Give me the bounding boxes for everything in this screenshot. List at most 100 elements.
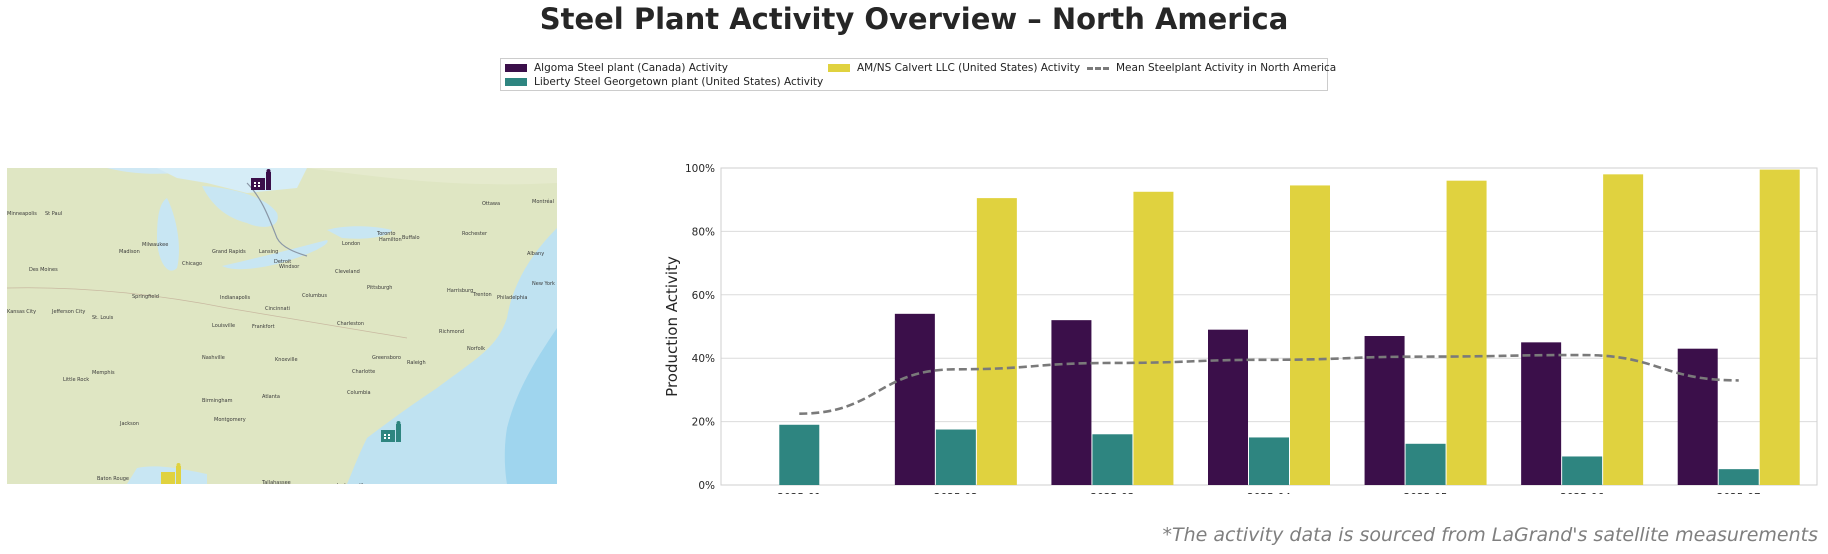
map-city-label: Columbus: [302, 293, 327, 299]
legend-item-algoma: Algoma Steel plant (Canada) Activity: [505, 62, 728, 74]
map-city-label: Richmond: [439, 329, 464, 335]
legend-swatch-algoma: [505, 64, 527, 72]
bar-amns: [976, 198, 1017, 486]
map-city-label: Minneapolis: [7, 211, 37, 217]
map-river: [246, 182, 308, 257]
mean-activity-line: [799, 353, 1739, 415]
map-city-label: Baton Rouge: [97, 476, 129, 482]
bar-liberty: [1092, 434, 1133, 485]
page-title: Steel Plant Activity Overview – North Am…: [539, 2, 1289, 36]
y-tick-label: 60%: [692, 290, 715, 302]
map-city-label: Birmingham: [202, 398, 233, 404]
map-city-label: Louisville: [212, 323, 235, 329]
x-tick-label: 2025-04: [1247, 492, 1291, 494]
legend-swatch-amns: [828, 64, 850, 72]
bar-algoma: [1677, 348, 1718, 485]
bar-algoma: [1051, 320, 1092, 485]
map-city-label: London: [342, 241, 360, 247]
map-lake-huron: [202, 186, 278, 227]
map-canada: [307, 168, 557, 185]
chart-legend: Algoma Steel plant (Canada) Activity Lib…: [500, 58, 1336, 91]
map-city-label: Hamilton: [379, 237, 402, 243]
legend-label-liberty: Liberty Steel Georgetown plant (United S…: [534, 76, 824, 88]
y-tick-label: 20%: [692, 417, 715, 429]
map-city-label: St. Louis: [92, 315, 114, 321]
map-city-label: New York: [532, 281, 555, 287]
map-city-label: Lansing: [259, 249, 278, 255]
bar-algoma: [1521, 342, 1562, 485]
map-city-label: St Paul: [45, 211, 62, 217]
legend-swatch-liberty: [505, 78, 527, 86]
bar-liberty: [1562, 456, 1603, 485]
map-city-label: Harrisburg: [447, 288, 473, 294]
x-tick-label: 2025-06: [1560, 492, 1604, 494]
map-city-label: Frankfort: [252, 324, 275, 330]
map-city-label: Buffalo: [402, 235, 420, 241]
data-source-footnote: *The activity data is sourced from LaGra…: [1162, 524, 1818, 546]
chart-svg: 0% 20% 40% 60% 80% 100% Production Activity 202…: [663, 163, 1818, 504]
map-city-label: Montgomery: [214, 417, 246, 423]
bar-amns: [1290, 185, 1330, 485]
bar-liberty: [1718, 469, 1759, 485]
map-canvas: Minneapolis St Paul Ottawa Montréal Toronto M…: [7, 168, 557, 484]
factory-icon-amns: [161, 463, 181, 484]
map-city-labels: Minneapolis St Paul Ottawa Montréal Toronto M…: [7, 198, 555, 484]
y-tick-label: 80%: [692, 226, 715, 238]
map-city-label: Springfield: [132, 294, 159, 300]
map-city-label: Cleveland: [335, 269, 360, 275]
map-city-label: Memphis: [92, 370, 115, 376]
bar-liberty: [1249, 437, 1289, 485]
activity-chart: 0% 20% 40% 60% 80% 100% Production Activity 202…: [650, 160, 1828, 504]
map-city-label: Grand Rapids: [212, 249, 246, 255]
legend-label-mean: Mean Steelplant Activity in North Americ…: [1116, 62, 1337, 74]
map-city-label: Pittsburgh: [367, 285, 392, 291]
map-city-label: Greensboro: [372, 355, 401, 361]
bar-algoma: [1208, 329, 1248, 485]
legend-item-mean: Mean Steelplant Activity in North Americ…: [1087, 62, 1336, 74]
bar-amns: [1759, 169, 1800, 485]
x-tick-label: 2025-02: [934, 492, 978, 494]
map-city-label: Charlotte: [352, 369, 375, 375]
bar-amns: [1133, 191, 1174, 485]
map-city-label: Kansas City: [7, 309, 36, 315]
map-lake-michigan: [157, 198, 179, 271]
y-tick-label: 40%: [692, 353, 715, 365]
map-city-label: Jacksonville: [336, 483, 366, 484]
map-city-label: Chicago: [182, 261, 202, 267]
map-city-label: Milwaukee: [142, 242, 168, 248]
map-city-label: Ottawa: [482, 201, 500, 207]
map-city-label: Jefferson City: [51, 309, 85, 315]
bar-algoma: [894, 313, 935, 485]
plant-location-map: Minneapolis St Paul Ottawa Montréal Toronto M…: [7, 168, 557, 484]
map-city-label: Rochester: [462, 231, 488, 237]
map-city-label: Montréal: [532, 198, 554, 205]
x-tick-label: 2025-01: [777, 492, 821, 494]
map-city-label: Raleigh: [407, 360, 426, 366]
bar-liberty: [935, 429, 976, 485]
map-city-label: Madison: [119, 249, 140, 255]
y-tick-label: 100%: [685, 163, 715, 175]
map-city-label: Windsor: [279, 264, 300, 270]
map-city-label: Cincinnati: [265, 306, 290, 312]
factory-icon-liberty: [381, 421, 401, 442]
map-city-label: Columbia: [347, 390, 371, 396]
map-city-label: Knoxville: [275, 357, 298, 363]
map-city-label: Philadelphia: [497, 295, 527, 301]
map-city-label: Charleston: [337, 321, 364, 327]
map-city-label: Nashville: [202, 355, 225, 361]
map-lake-erie: [222, 240, 328, 270]
legend-item-amns: AM/NS Calvert LLC (United States) Activi…: [828, 62, 1080, 74]
legend-item-liberty: Liberty Steel Georgetown plant (United S…: [505, 76, 823, 88]
map-city-label: Atlanta: [262, 394, 280, 400]
map-deep-ocean: [504, 328, 557, 484]
map-ocean: [347, 228, 557, 484]
y-tick-label: 0%: [698, 480, 715, 492]
bar-algoma: [1364, 336, 1405, 485]
map-city-label: Norfolk: [467, 346, 485, 352]
legend-label-amns: AM/NS Calvert LLC (United States) Activi…: [857, 62, 1081, 74]
map-city-label: Albany: [527, 251, 544, 257]
bar-liberty: [779, 424, 820, 485]
map-city-label: Little Rock: [63, 377, 89, 383]
factory-icon-algoma: [251, 169, 271, 190]
map-city-label: Jackson: [119, 421, 139, 427]
